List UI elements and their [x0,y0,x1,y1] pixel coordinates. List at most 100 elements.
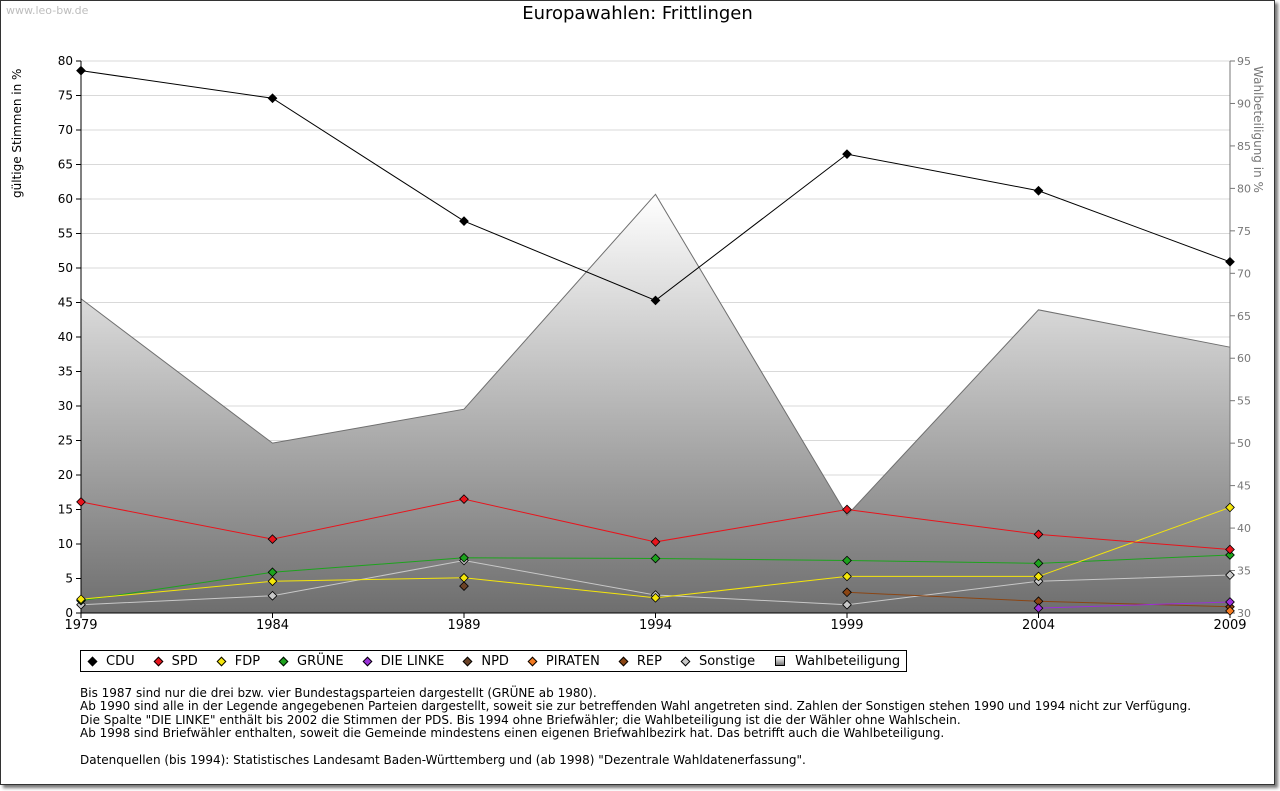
legend-item-cdu: CDU [87,653,135,669]
footnote-line: Ab 1998 sind Briefwähler enthalten, sowe… [80,726,945,741]
data-point-fdp [267,576,278,587]
y2-tick-label: 90 [1237,97,1251,110]
y2-tick-label: 75 [1237,225,1251,238]
y2-tick-label: 60 [1237,352,1251,365]
legend-marker [278,656,289,666]
y-tick-label: 50 [58,261,73,275]
legend-marker [87,656,98,666]
data-point-gr-ne [1033,558,1044,569]
x-tick-label: 1999 [830,618,863,633]
y-tick-label: 35 [58,365,73,379]
data-point-rep [842,587,852,598]
x-tick-label: 2004 [1022,618,1055,633]
legend-label: Wahlbeteiligung [795,653,901,669]
data-point-fdp [76,594,86,605]
watermark: www.leo-bw.de [6,4,89,17]
data-point-cdu [842,149,852,160]
legend-item-spd: SPD [153,653,198,669]
turnout-line [80,193,1231,517]
y2-tick-label: 50 [1237,437,1251,450]
data-point-spd [459,494,469,505]
data-point-fdp [650,592,661,603]
legend-marker [527,656,538,666]
y2-tick-label: 55 [1237,395,1251,408]
data-point-spd [1033,529,1044,540]
data-point-cdu [76,65,86,76]
legend-item-gr-ne: GRÜNE [278,653,344,669]
data-point-fdp [459,572,469,583]
data-point-spd [650,537,661,547]
legend-marker [775,656,786,666]
legend-label: GRÜNE [297,653,344,669]
x-tick-label: 1994 [639,618,672,633]
y2-tick-label: 85 [1237,140,1251,153]
data-point-spd [842,504,852,515]
y-tick-label: 45 [58,296,73,310]
y2-tick-label: 45 [1237,480,1251,493]
legend-label: SPD [171,653,198,669]
x-tick-label: 1989 [447,618,480,633]
data-point-cdu [459,216,469,226]
y-tick-label: 0 [65,606,73,620]
legend-marker [618,656,629,666]
data-point-cdu [1033,185,1044,196]
legend-label: REP [636,653,662,669]
y-tick-label: 25 [58,434,73,448]
chart-plot: 0 5 10 15 20 25 30 35 40 45 50 55 60 65 70 75 80 30 35 40 45… [58,54,1251,633]
y2-tick-label: 40 [1237,522,1251,535]
y2-tick-label: 65 [1237,310,1251,323]
data-point-gr-ne [650,553,661,564]
footnote-line: Ab 1990 sind alle in der Legende angegeb… [80,699,1192,714]
data-point-die-linke [1225,597,1235,607]
legend-label: CDU [106,653,135,669]
y-tick-label: 30 [58,399,73,413]
legend-label: Sonstige [698,653,756,669]
y-tick-label: 10 [58,537,73,551]
data-point-spd [76,497,86,507]
legend-item-npd: NPD [462,654,509,669]
data-point-piraten [1225,606,1235,616]
data-point-fdp [1225,502,1235,513]
legend-label: FDP [234,653,261,669]
y2-tick-label: 95 [1237,55,1251,68]
chart-title: Europawahlen: Frittlingen [522,3,753,24]
legend-item-wahlbeteiligung: Wahlbeteiligung [775,654,900,669]
footnote-line: Die Spalte "DIE LINKE" enthält bis 2002 … [80,712,961,727]
y-tick-label: 80 [58,54,73,68]
legend-marker [216,656,227,666]
legend-item-fdp: FDP [216,653,261,669]
y2-tick-label: 70 [1237,267,1251,280]
data-source: Datenquellen (bis 1994): Statistisches L… [80,753,806,768]
legend-label: PIRATEN [545,653,600,669]
y-tick-label: 70 [58,123,73,137]
footnote-line: Bis 1987 sind nur die drei bzw. vier Bun… [80,686,597,700]
x-tick-label: 2009 [1213,618,1246,633]
data-point-cdu [267,93,278,104]
legend-item-piraten: PIRATEN [527,653,600,669]
y-tick-label: 55 [58,227,73,241]
data-point-sonstige [842,599,852,610]
legend-item-die-linke: DIE LINKE [362,653,445,669]
x-tick-label: 1984 [256,618,289,633]
data-point-fdp [842,571,852,582]
y-tick-label: 65 [58,158,73,172]
data-point-cdu [1225,256,1235,267]
y-tick-label: 15 [58,503,73,517]
chart-legend: CDU SPD FDP GRÜNE DIE LINKE NPD PIRATEN REP Sons… [80,650,908,672]
data-point-sonstige [267,590,278,601]
data-point-sonstige [1225,570,1235,580]
data-point-fdp [1033,571,1044,582]
data-point-die-linke [1033,603,1044,614]
y-tick-label: 40 [58,330,73,344]
legend-marker [153,656,164,666]
legend-label: DIE LINKE [380,653,445,669]
y-tick-label: 75 [58,89,73,103]
legend-item-rep: REP [618,653,662,669]
data-point-gr-ne [459,552,469,563]
footnotes: Bis 1987 sind nur die drei bzw. vier Bun… [80,686,1192,768]
y2-tick-label: 35 [1237,565,1251,578]
turnout-area [81,194,1230,613]
data-point-gr-ne [1225,550,1235,560]
y2-tick-label: 30 [1237,607,1251,620]
legend-item-sonstige: Sonstige [680,653,756,669]
